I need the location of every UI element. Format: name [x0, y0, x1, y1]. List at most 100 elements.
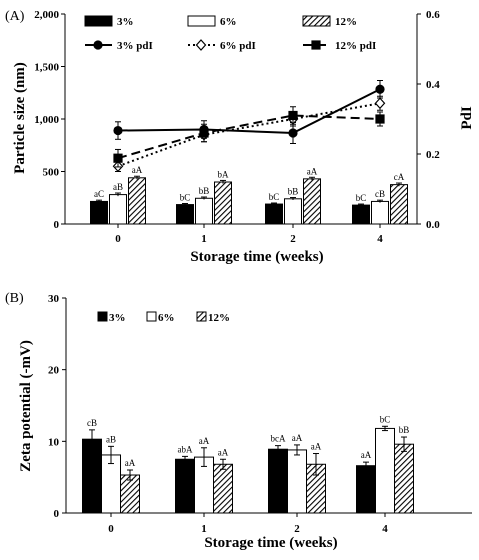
legend-b-swatch-3%	[97, 311, 108, 322]
legend-a-label-3%: 3%	[117, 16, 134, 28]
panel-a-y-tick-label: 2,000	[34, 9, 59, 21]
bar-b-annotation: abA	[178, 444, 193, 454]
bar-a-annotation: cA	[394, 172, 405, 182]
bar-b-annotation: cB	[87, 418, 97, 428]
line-a-point	[375, 84, 385, 94]
legend-a-swatch-3%	[84, 15, 113, 27]
line-a-point	[199, 128, 209, 138]
bar-a-6%	[284, 198, 302, 225]
panel-b-x-tick-label: 1	[201, 523, 207, 535]
legend-a-line-marker	[311, 40, 321, 50]
panel-b-y-tick-label: 0	[54, 508, 60, 520]
bar-a-annotation: bA	[218, 169, 230, 179]
panel-a-y2-tick-label: 0.0	[426, 219, 440, 231]
bar-b-annotation: aA	[311, 442, 322, 452]
bar-b-12%	[213, 463, 233, 514]
bar-a-annotation: bC	[356, 193, 367, 203]
line-a-point	[288, 128, 298, 138]
bar-b-3%	[175, 458, 195, 514]
bar-b-annotation: bC	[380, 414, 391, 424]
panel-a-y-tick-label: 1,000	[34, 114, 59, 126]
legend-b-label-3%: 3%	[109, 312, 126, 324]
panel-b-y-tick-label: 20	[48, 365, 60, 377]
line-a-point	[375, 114, 385, 124]
bar-b-3%	[82, 438, 102, 514]
panel-a-y2-axis-title: PdI	[459, 106, 475, 130]
legend-b-label-12%: 12%	[208, 312, 230, 324]
legend-a-line-marker	[195, 39, 207, 51]
panel-b-x-tick-label: 0	[108, 523, 114, 535]
panel-a-x-tick-label: 2	[290, 233, 296, 245]
bar-b-annotation: aA	[361, 450, 372, 460]
panel-a-y-tick-label: 0	[54, 219, 60, 231]
panel-b-label: (B)	[5, 291, 24, 306]
bar-b-12%	[120, 474, 140, 514]
bar-a-6%	[195, 197, 213, 225]
legend-a-line-label: 3% pdI	[117, 40, 153, 52]
bar-b-6%	[287, 449, 307, 514]
legend-a-swatch-12%	[302, 15, 331, 27]
line-a-point	[113, 125, 123, 136]
panel-a-x-tick-label: 4	[377, 233, 383, 245]
legend-a-label-12%: 12%	[335, 16, 357, 28]
legend-a-line-label: 12% pdI	[335, 40, 376, 52]
line-a-point	[288, 110, 298, 121]
bar-a-annotation: bC	[180, 193, 191, 203]
bar-b-annotation: bcA	[271, 434, 286, 444]
bar-a-annotation: bB	[199, 186, 210, 196]
bar-b-3%	[268, 448, 288, 514]
bar-b-annotation: aA	[125, 458, 136, 468]
panel-b-y-tick-label: 30	[48, 293, 60, 305]
bar-a-3%	[90, 200, 108, 225]
bar-a-3%	[265, 203, 283, 225]
bar-a-3%	[176, 204, 194, 225]
bar-b-annotation: aA	[218, 447, 229, 457]
bar-b-12%	[394, 443, 414, 514]
bar-b-annotation: bB	[399, 425, 410, 435]
bar-a-3%	[352, 204, 370, 225]
panel-a-x-axis-title: Storage time (weeks)	[190, 249, 323, 265]
panel-a-y2-tick-label: 0.6	[426, 9, 440, 21]
legend-b-swatch-6%	[146, 311, 157, 322]
panel-a-y2-tick-label: 0.2	[426, 149, 440, 161]
legend-a-line-marker	[93, 40, 103, 50]
legend-b-swatch-12%	[196, 311, 207, 322]
bar-a-12%	[303, 178, 321, 225]
bar-b-3%	[356, 465, 376, 514]
bar-a-annotation: aB	[113, 182, 123, 192]
bar-a-annotation: cB	[375, 189, 385, 199]
panel-b-y-tick-label: 10	[48, 436, 60, 448]
bar-a-annotation: aA	[307, 166, 318, 176]
panel-b-x-axis-title: Storage time (weeks)	[204, 535, 337, 551]
panel-a-y-axis-title: Particle size (nm)	[12, 62, 28, 174]
panel-a-x-tick-label: 1	[201, 233, 207, 245]
bar-a-annotation: aA	[132, 165, 143, 175]
bar-b-annotation: aB	[106, 434, 116, 444]
bar-a-12%	[214, 181, 232, 225]
panel-a-label: (A)	[5, 9, 25, 24]
bar-a-6%	[109, 194, 127, 225]
panel-b-x-tick-label: 2	[294, 523, 300, 535]
bar-b-annotation: aA	[292, 433, 303, 443]
panel-a-y-tick-label: 500	[43, 167, 60, 179]
bar-a-12%	[390, 184, 408, 225]
bar-a-annotation: bB	[288, 187, 299, 197]
legend-a-line-label: 6% pdI	[220, 40, 256, 52]
panel-a-y2-tick-label: 0.4	[426, 79, 440, 91]
panel-a-y-tick-label: 1,500	[34, 62, 59, 74]
bar-b-annotation: aA	[199, 436, 210, 446]
bar-a-annotation: bC	[269, 192, 280, 202]
legend-a-label-6%: 6%	[220, 16, 237, 28]
panel-b-y-axis-title: Zeta potential (-mV)	[18, 340, 34, 472]
panel-a-plot: 0 500 1,000 1,500 2,000 0.0 0.2 0.4 0.6 0 1 2 4 aC bC b…	[34, 9, 440, 245]
bar-a-6%	[371, 200, 389, 225]
bar-a-12%	[128, 177, 146, 225]
panel-a-x-tick-label: 0	[115, 233, 121, 245]
panel-b-plot: 0 10 20 30 0 1 2 4 cB abA bcA aA aB aA aA bC aA aA aA bB 3% 6…	[48, 293, 472, 535]
line-a-point	[113, 153, 123, 163]
bar-b-6%	[375, 427, 395, 514]
line-a-6-pdI	[117, 102, 381, 168]
legend-b-label-6%: 6%	[158, 312, 175, 324]
legend-a-swatch-6%	[187, 15, 216, 27]
